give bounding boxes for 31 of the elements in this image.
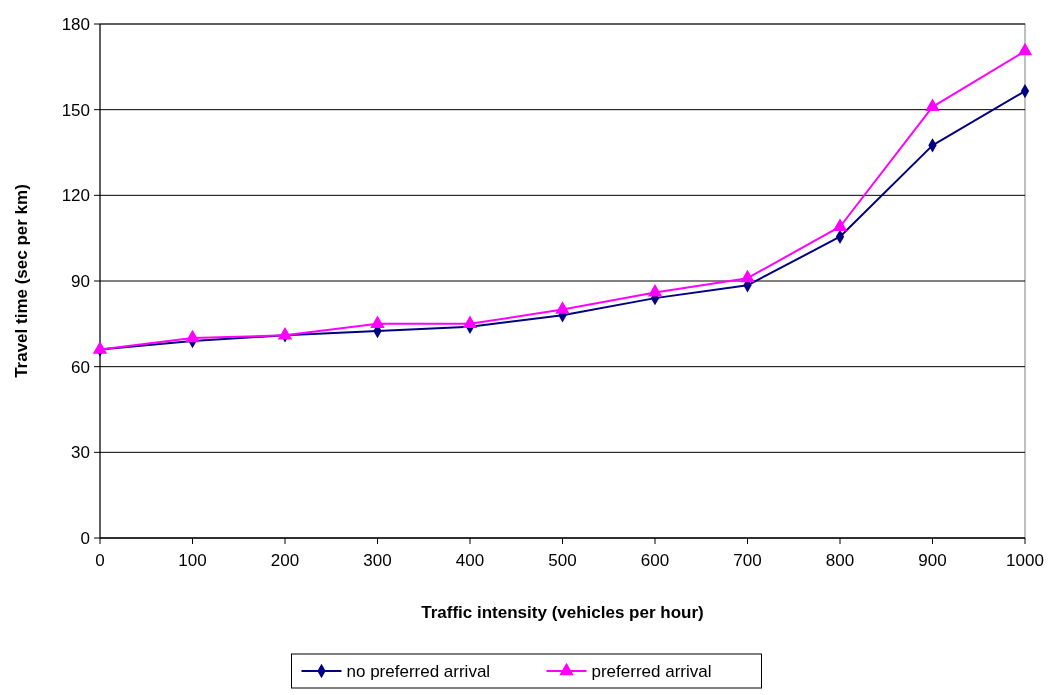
point: [185, 329, 200, 343]
legend-label: preferred arrival: [591, 661, 712, 681]
point: [740, 269, 755, 283]
point: [925, 98, 940, 111]
x-tick-label: 200: [270, 551, 300, 570]
x-tick-label: 1000: [1006, 551, 1044, 570]
x-tick-label: 100: [178, 551, 207, 570]
x-tick-label: 900: [918, 551, 947, 570]
x-axis-title: Traffic intensity (vehicles per hour): [421, 603, 704, 622]
legend-label: no preferred arrival: [346, 661, 491, 681]
x-tick-label: 400: [455, 551, 485, 570]
x-tick-label: 700: [733, 551, 762, 570]
y-tick-label: 0: [80, 528, 90, 548]
x-tick-label: 600: [640, 551, 670, 570]
point: [832, 218, 848, 231]
y-tick-label: 30: [71, 443, 90, 463]
y-tick-label: 90: [71, 271, 90, 291]
y-tick-label: 180: [61, 14, 90, 34]
x-tick-label: 800: [825, 551, 855, 570]
y-tick-label: 60: [71, 357, 90, 377]
y-tick-label: 120: [61, 186, 90, 206]
y-tick-label: 150: [61, 100, 90, 120]
x-tick-label: 0: [95, 551, 105, 570]
y-axis-title: Travel time (sec per km): [12, 184, 31, 378]
point: [555, 301, 570, 314]
point: [370, 315, 385, 328]
point: [462, 315, 478, 328]
point: [647, 284, 663, 297]
x-tick-label: 500: [548, 551, 577, 570]
x-tick-label: 300: [363, 551, 392, 570]
point: [1017, 42, 1033, 56]
